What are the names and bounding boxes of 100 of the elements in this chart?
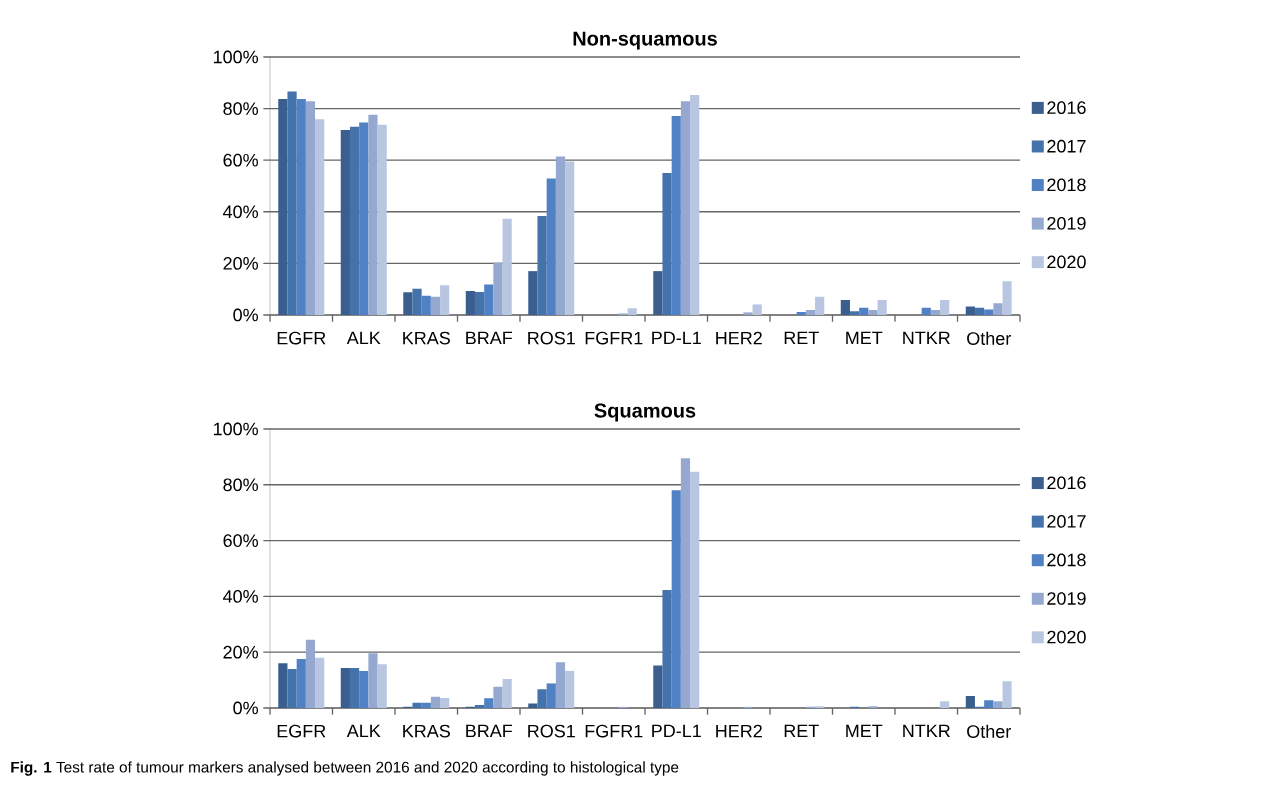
x-tick-label: HER2 xyxy=(716,724,762,738)
y-tick-label: 0% xyxy=(233,308,258,322)
y-tick-label: 80% xyxy=(223,102,258,115)
bar xyxy=(671,116,681,315)
bar xyxy=(528,271,538,315)
chart-title: Non-squamous xyxy=(573,31,717,50)
bar xyxy=(421,295,431,315)
bar xyxy=(690,94,700,315)
x-tick-label: KRAS xyxy=(403,724,450,738)
y-tick-label: 40% xyxy=(223,590,258,603)
bar xyxy=(680,101,691,315)
bar xyxy=(796,311,806,315)
bar xyxy=(502,678,512,708)
bar xyxy=(349,668,360,708)
x-tick-label: MET xyxy=(846,724,883,738)
bar xyxy=(653,665,663,708)
legend-label: 2018 xyxy=(1047,553,1086,567)
y-tick-label: 0% xyxy=(233,701,258,715)
bar xyxy=(555,156,566,315)
bar xyxy=(546,683,556,708)
bar xyxy=(340,130,350,315)
y-tick-label: 100% xyxy=(213,422,258,436)
legend-label: 2016 xyxy=(1047,476,1086,490)
bar xyxy=(849,311,860,315)
x-tick-label: NTKR xyxy=(903,724,950,738)
bar xyxy=(340,668,350,708)
y-tick-label: 80% xyxy=(223,478,258,492)
bar xyxy=(349,126,360,315)
text: Fig. 1 Test rate of tumour markers analysed between 2016 and 2020 according to histological type xyxy=(11,761,679,776)
bar xyxy=(859,307,869,315)
bar xyxy=(377,664,387,708)
x-tick-label: ROS1 xyxy=(528,331,575,345)
bar xyxy=(984,700,994,708)
bar xyxy=(840,300,850,315)
bar xyxy=(537,689,547,708)
y-tick-label: 60% xyxy=(223,534,258,547)
bar xyxy=(680,458,691,708)
x-tick-label: FGFR1 xyxy=(585,331,643,345)
bar xyxy=(921,307,931,315)
x-tick-label: PD-L1 xyxy=(652,724,701,738)
bar xyxy=(296,99,306,315)
legend-label: 2016 xyxy=(1047,101,1086,115)
bar xyxy=(653,271,663,315)
legend-label: 2017 xyxy=(1047,139,1086,153)
x-tick-label: HER2 xyxy=(716,331,762,345)
bar xyxy=(484,284,494,315)
x-tick-label: FGFR1 xyxy=(585,724,643,738)
bar xyxy=(440,697,450,708)
bar xyxy=(537,215,547,315)
bar xyxy=(974,307,985,315)
y-tick-label: 20% xyxy=(223,257,258,270)
y-tick-label: 40% xyxy=(223,205,258,219)
bar xyxy=(465,290,475,315)
bar xyxy=(412,288,422,315)
bar xyxy=(474,292,485,315)
bar xyxy=(868,310,878,315)
bar xyxy=(278,663,288,708)
chart-title: Squamous xyxy=(594,403,696,422)
bar xyxy=(315,657,325,708)
bar xyxy=(671,490,681,708)
legend-label: 2020 xyxy=(1047,255,1086,269)
bar xyxy=(287,91,297,315)
bar xyxy=(502,218,512,315)
legend-label: 2019 xyxy=(1047,216,1086,230)
x-tick-label: Other xyxy=(967,724,1011,738)
bar xyxy=(565,161,575,315)
legend-label: 2018 xyxy=(1047,178,1086,192)
x-tick-label: RET xyxy=(784,331,819,345)
bar xyxy=(690,471,700,708)
bar xyxy=(662,173,672,315)
bar xyxy=(305,639,316,708)
y-tick-label: 60% xyxy=(223,153,258,167)
bar xyxy=(993,303,1003,315)
bar xyxy=(993,701,1003,708)
bar xyxy=(965,306,975,315)
bar xyxy=(493,686,503,708)
bar xyxy=(940,701,950,708)
bar xyxy=(877,300,887,315)
bar xyxy=(565,670,575,708)
y-tick-label: 20% xyxy=(223,645,258,659)
bar xyxy=(430,696,441,708)
bar xyxy=(359,670,369,708)
bar xyxy=(377,124,387,315)
bar xyxy=(627,308,637,315)
bar xyxy=(965,695,975,708)
x-tick-label: EGFR xyxy=(277,724,326,738)
bar xyxy=(412,702,422,708)
x-tick-label: MET xyxy=(846,331,883,345)
bar xyxy=(493,262,503,315)
bar xyxy=(743,312,753,315)
legend-label: 2017 xyxy=(1047,515,1086,528)
bar xyxy=(305,101,316,315)
bar xyxy=(359,122,369,315)
x-tick-label: PD-L1 xyxy=(652,331,701,345)
bar xyxy=(484,698,494,708)
x-tick-label: ALK xyxy=(346,724,381,738)
bar xyxy=(940,300,950,315)
legend-label: 2019 xyxy=(1047,592,1086,605)
bar xyxy=(278,99,288,315)
bar xyxy=(805,310,816,315)
